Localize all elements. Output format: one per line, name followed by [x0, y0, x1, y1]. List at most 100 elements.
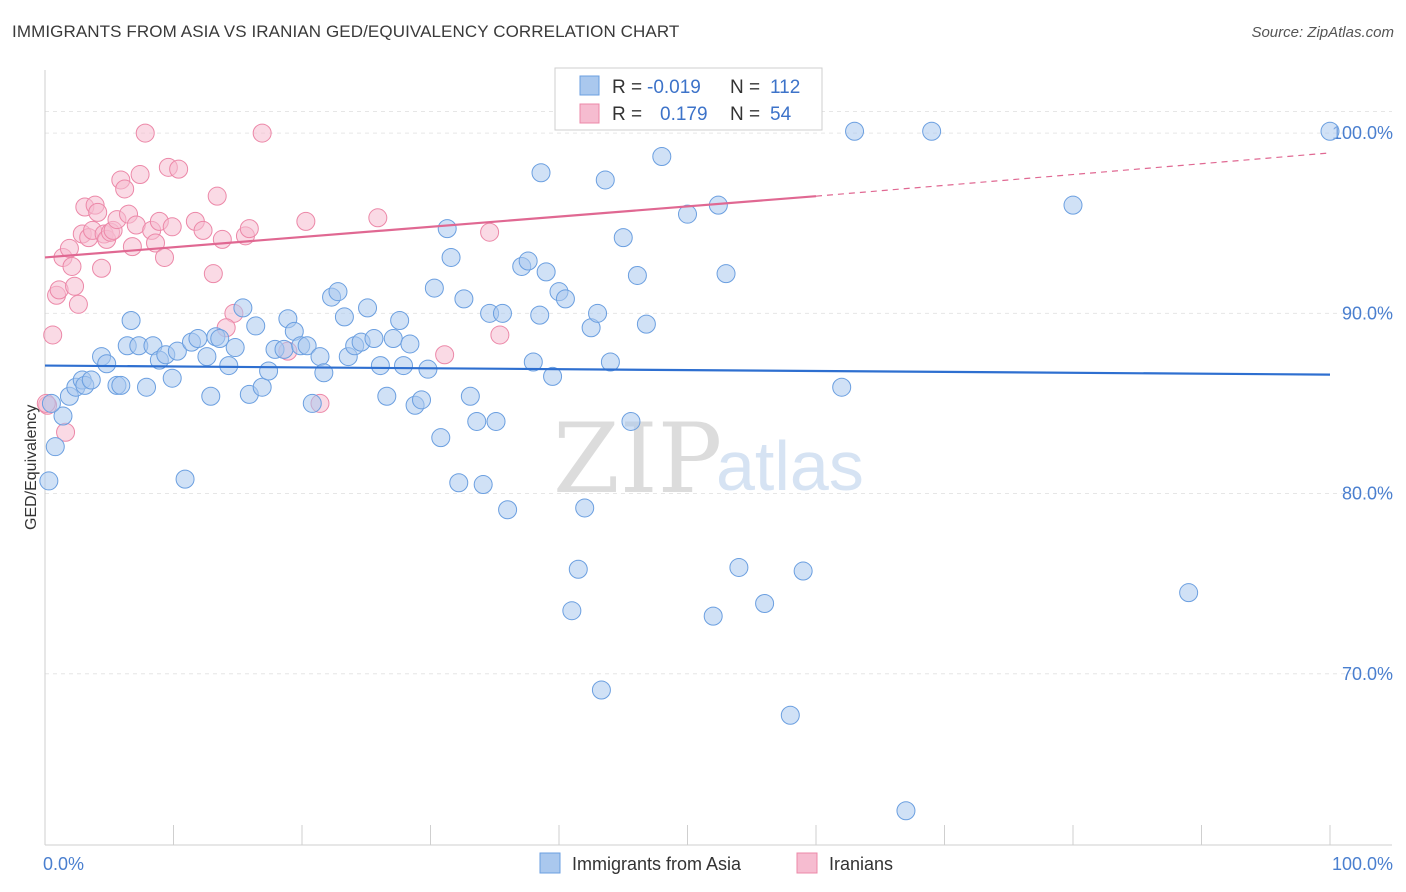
axes [44, 70, 1392, 846]
asia-point-83 [568, 559, 588, 579]
asia-point-109 [1320, 121, 1340, 141]
asia-point-55 [390, 311, 410, 331]
watermark-atlas: atlas [716, 427, 864, 505]
legend-r-value-2: 0.179 [660, 104, 708, 125]
asia-point-95 [678, 204, 697, 224]
asia-point-89 [600, 352, 620, 372]
asia-point-88 [595, 170, 615, 190]
iranians-point-35 [169, 159, 189, 179]
asia-point-78 [536, 262, 556, 282]
asia-point-36 [274, 339, 294, 359]
asia-point-53 [377, 386, 397, 406]
asia-point-93 [636, 314, 656, 334]
asia-point-34 [259, 361, 279, 381]
iranians-point-44 [252, 123, 272, 143]
asia-point-72 [492, 303, 512, 323]
iranians-point-32 [155, 247, 175, 267]
iranians-point-23 [115, 179, 135, 199]
legend-n-label-2: N = [730, 104, 760, 125]
asia-point-84 [575, 498, 595, 518]
legend-swatch-blue [579, 75, 600, 96]
bottom-legend-label-asia: Immigrants from Asia [572, 854, 742, 874]
asia-point-108 [1179, 583, 1199, 603]
chart-title: IMMIGRANTS FROM ASIA VS IRANIAN GED/EQUI… [12, 22, 680, 41]
bottom-legend-swatch-iranians [796, 852, 818, 874]
asia-point-110 [531, 163, 551, 183]
asia-point-32 [246, 316, 266, 336]
legend-r-label-2: R = [612, 104, 642, 125]
trend-line-asia [44, 364, 1331, 376]
asia-point-56 [394, 356, 414, 376]
asia-point-96 [703, 606, 723, 626]
asia-point-100 [755, 593, 775, 613]
iranians-point-43 [239, 219, 259, 239]
asia-point-86 [588, 303, 608, 323]
iranians-point-46 [296, 211, 316, 231]
y-tick-label-2: 90.0% [1342, 303, 1393, 323]
asia-point-41 [302, 393, 322, 413]
iranians-point-39 [207, 186, 227, 206]
asia-point-64 [441, 247, 461, 267]
asia-point-99 [729, 557, 749, 577]
asia-point-73 [498, 500, 518, 520]
iranians-point-1 [43, 325, 63, 345]
bottom-legend-label-iranians: Iranians [829, 854, 893, 874]
asia-point-65 [449, 473, 469, 493]
y-axis-label: GED/Equivalency [23, 405, 40, 530]
y-tick-labels: 70.0% 80.0% 90.0% 100.0% [1332, 123, 1393, 684]
asia-point-105 [896, 801, 916, 821]
asia-point-27 [210, 329, 230, 349]
asia-point-28 [219, 356, 239, 376]
asia-point-29 [225, 338, 245, 358]
asia-point-107 [1063, 195, 1083, 215]
iranians-point-49 [435, 345, 455, 365]
trend-line-iranians [44, 195, 817, 259]
asia-point-104 [845, 121, 865, 141]
trend-line-iranians-extension [815, 152, 1331, 197]
asia-point-79 [543, 366, 563, 386]
asia-point-15 [137, 377, 157, 397]
asia-point-62 [431, 428, 451, 448]
asia-point-0 [39, 471, 59, 491]
asia-point-71 [486, 411, 506, 431]
legend-n-value-1: 112 [770, 77, 800, 98]
iranians-point-34 [162, 217, 182, 237]
asia-point-12 [121, 311, 141, 331]
asia-point-50 [358, 298, 378, 318]
stats-legend: R = -0.019 N = 112 R = 0.179 N = 54 [554, 67, 823, 131]
series-immigrants-from-asia [39, 121, 1340, 821]
asia-point-103 [832, 377, 852, 397]
iranians-point-40 [212, 229, 232, 249]
bottom-legend: Immigrants from Asia Iranians [539, 852, 893, 874]
legend-r-label-1: R = [612, 77, 642, 98]
iranians-point-51 [490, 325, 510, 345]
asia-point-81 [555, 289, 575, 309]
asia-point-63 [437, 219, 457, 239]
iranians-point-7 [62, 256, 82, 276]
y-tick-label-3: 100.0% [1332, 123, 1393, 143]
asia-point-59 [412, 390, 432, 410]
source-label: Source: ZipAtlas.com [1251, 24, 1394, 41]
asia-point-40 [297, 336, 317, 356]
legend-n-value-2: 54 [770, 104, 792, 125]
asia-point-102 [793, 561, 813, 581]
asia-point-2 [53, 406, 73, 426]
x-tick-labels: 0.0% 100.0% [43, 854, 1393, 874]
asia-point-51 [364, 329, 384, 349]
asia-point-68 [467, 411, 487, 431]
asia-point-46 [334, 307, 354, 327]
asia-point-21 [175, 469, 195, 489]
iranians-point-27 [130, 165, 150, 185]
iranians-point-25 [122, 237, 142, 257]
asia-point-19 [162, 368, 182, 388]
asia-point-98 [716, 264, 736, 284]
asia-point-1 [45, 437, 65, 457]
iranians-point-38 [203, 264, 223, 284]
asia-point-106 [922, 121, 942, 141]
iranians-point-50 [480, 222, 500, 242]
asia-point-54 [383, 329, 403, 349]
asia-point-75 [518, 251, 538, 271]
legend-n-label-1: N = [730, 77, 760, 98]
asia-point-9 [97, 354, 117, 374]
